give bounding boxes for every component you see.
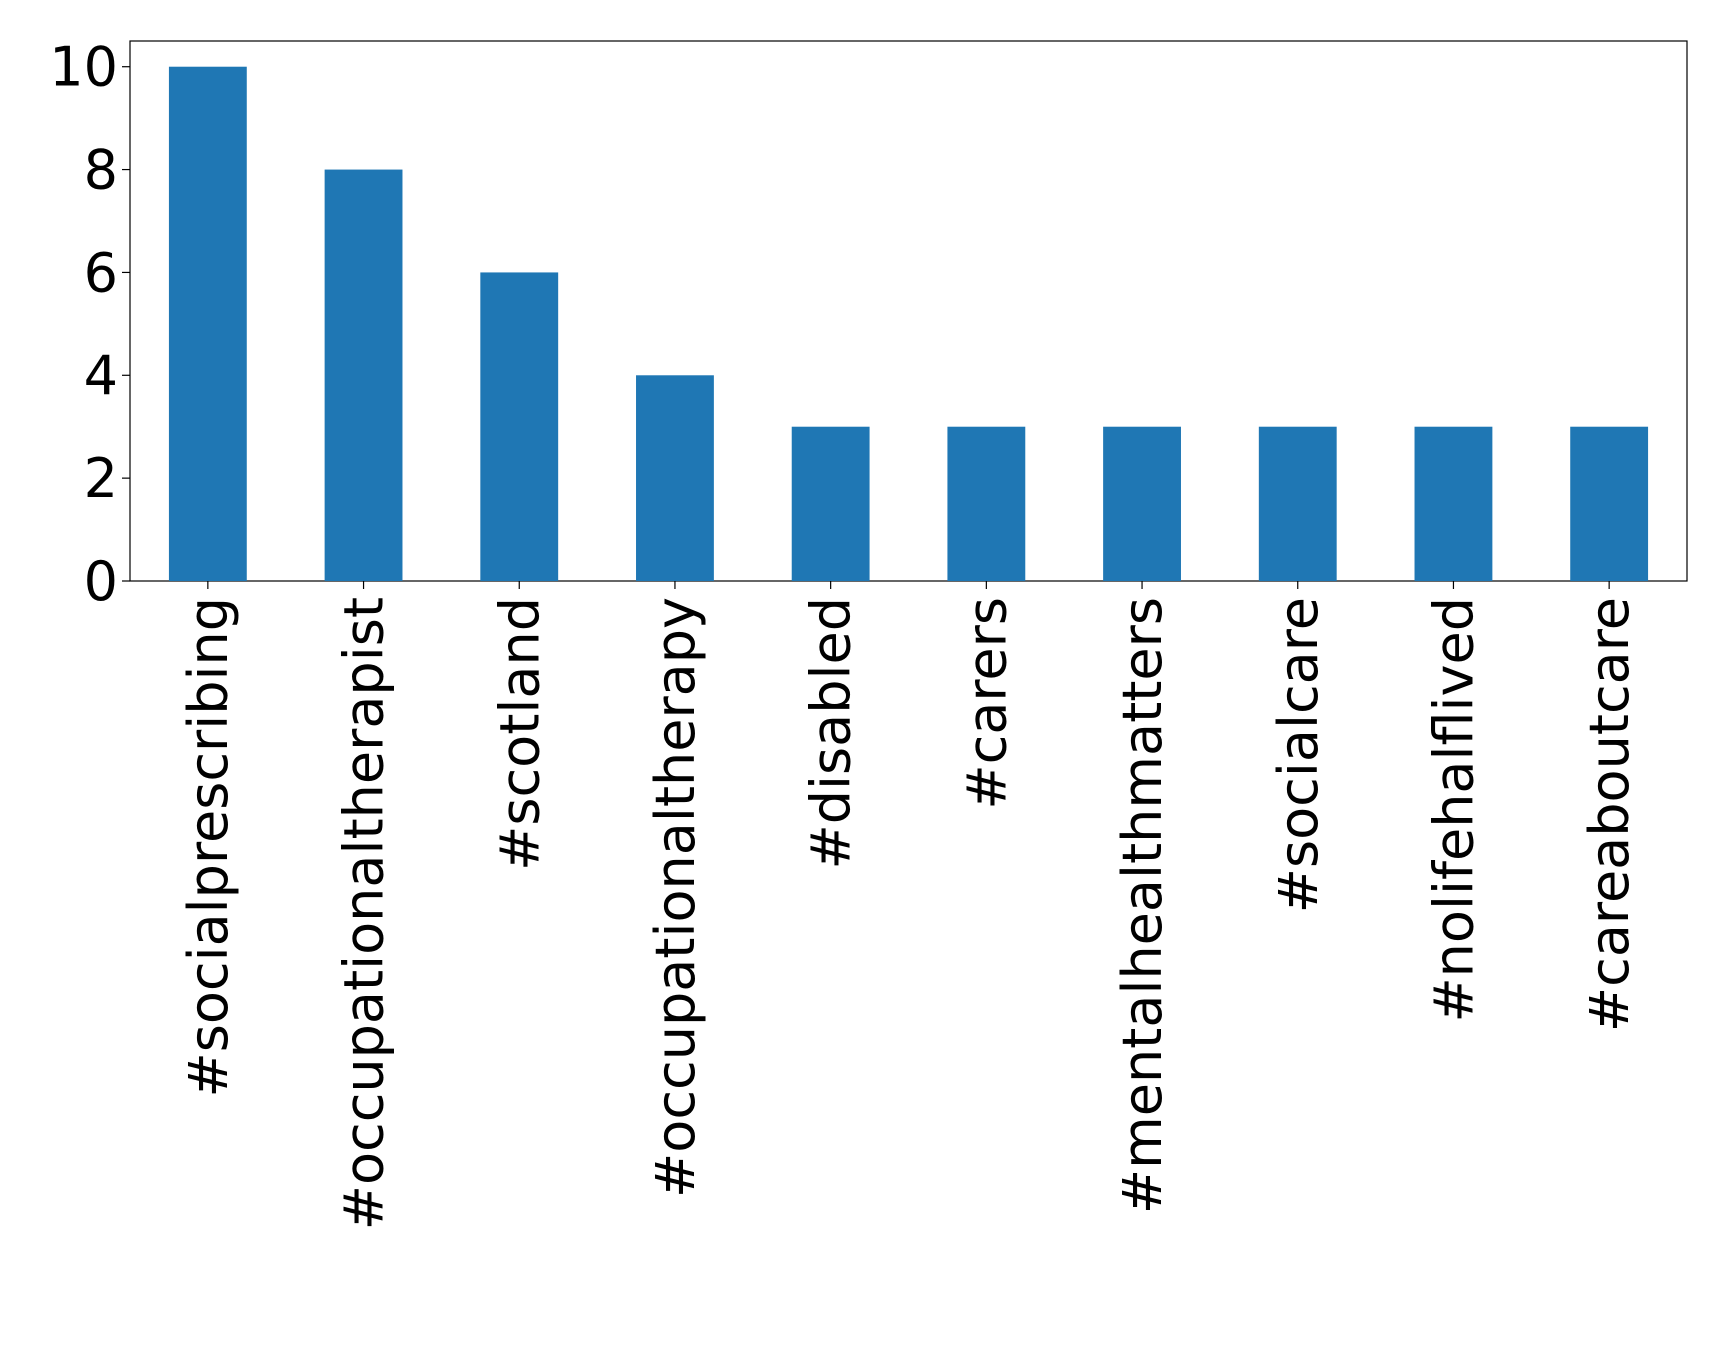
y-tick-label: 0 [84, 550, 118, 613]
x-tick-label: #mentalhealthmatters [1111, 597, 1174, 1214]
bar [480, 272, 559, 581]
x-tick-label: #careaboutcare [1578, 597, 1641, 1032]
plot-frame [129, 40, 1688, 582]
y-tick-label: 4 [84, 344, 118, 407]
x-tick-label: #socialcare [1267, 597, 1330, 913]
bar [947, 426, 1026, 581]
bar [1414, 426, 1493, 581]
y-tick-label: 8 [84, 139, 118, 202]
bar [1103, 426, 1181, 581]
y-tick-label: 2 [84, 447, 118, 510]
bar [1570, 426, 1649, 581]
bar [168, 66, 247, 581]
x-tick-label: #scotland [488, 597, 551, 871]
bar [636, 375, 714, 581]
x-tick-label: #socialprescribing [177, 597, 240, 1098]
x-tick-label: #nolifehalflived [1422, 597, 1485, 1023]
y-tick-label: 6 [84, 241, 118, 304]
x-tick-label: #carers [955, 597, 1018, 810]
x-tick-label: #occupationaltherapist [333, 597, 396, 1230]
bar [1258, 426, 1337, 581]
x-tick-label: #disabled [800, 597, 863, 870]
y-tick-label: 10 [49, 36, 118, 99]
bar [791, 426, 870, 581]
bar [324, 169, 403, 582]
x-tick-label: #occupationaltherapy [644, 597, 707, 1198]
